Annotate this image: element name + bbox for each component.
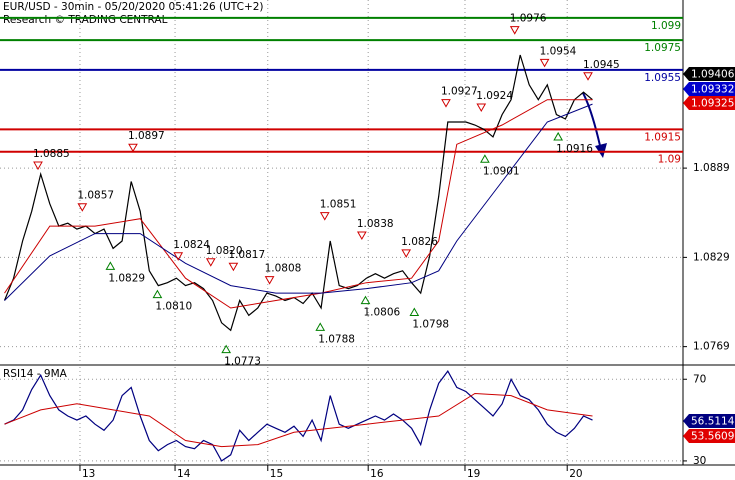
high-marker <box>128 143 138 153</box>
level-label: 1.0975 <box>644 42 681 54</box>
series-line <box>3 54 593 332</box>
last-value-box <box>683 96 735 110</box>
level-label: 1.09 <box>658 154 681 166</box>
y-tick-label: 1.0769 <box>693 341 730 353</box>
marker-label: 1.0806 <box>363 307 400 319</box>
rsi-title: RSI14 - 9MA <box>3 368 68 380</box>
last-value-box <box>683 414 735 428</box>
x-tick-label: 15 <box>270 468 283 480</box>
low-marker <box>221 344 232 354</box>
y-tick-label: 1.0829 <box>693 251 730 263</box>
last-value-label: 1.09325 <box>691 98 734 110</box>
marker-label: 1.0857 <box>77 190 114 202</box>
high-marker <box>173 252 184 261</box>
low-marker <box>105 261 116 270</box>
high-marker <box>509 26 520 35</box>
marker-label: 1.0810 <box>155 301 192 313</box>
high-marker <box>356 231 367 240</box>
high-marker <box>476 103 487 113</box>
last-value-box <box>683 67 735 81</box>
high-marker <box>401 249 412 258</box>
marker-label: 1.0838 <box>357 218 394 230</box>
y-tick-label: 70 <box>693 373 706 385</box>
marker-label: 1.0824 <box>173 239 210 251</box>
high-marker <box>228 262 239 272</box>
low-marker <box>360 295 371 305</box>
level-label: 1.0955 <box>644 72 681 84</box>
high-marker <box>583 72 593 81</box>
high-marker <box>319 212 330 221</box>
level-label: 1.099 <box>651 20 681 32</box>
marker-label: 1.0927 <box>441 86 478 98</box>
marker-label: 1.0829 <box>108 272 145 284</box>
series-line <box>4 392 593 448</box>
marker-label: 1.0924 <box>476 90 513 102</box>
last-value-label: 1.09406 <box>691 69 735 81</box>
marker-label: 1.0820 <box>206 245 243 257</box>
marker-label: 1.0901 <box>483 165 520 177</box>
last-value-label: 56.5114 <box>691 416 735 428</box>
marker-label: 1.0916 <box>556 143 593 155</box>
marker-label: 1.0817 <box>228 249 265 261</box>
level-label: 1.0915 <box>644 131 681 143</box>
x-tick-label: 16 <box>370 468 384 480</box>
x-tick-label: 19 <box>467 468 480 480</box>
high-marker <box>441 99 451 108</box>
high-marker <box>33 161 43 171</box>
last-value-label: 53.5609 <box>691 431 734 443</box>
marker-label: 1.0851 <box>320 199 357 211</box>
marker-label: 1.0773 <box>224 356 261 368</box>
marker-label: 1.0798 <box>412 318 449 330</box>
marker-label: 1.0954 <box>540 45 577 57</box>
chart-title: EUR/USD - 30min - 05/20/2020 05:41:26 (U… <box>3 1 264 13</box>
marker-label: 1.0976 <box>510 13 547 25</box>
marker-label: 1.0788 <box>318 333 355 345</box>
low-marker <box>152 289 163 299</box>
marker-label: 1.0826 <box>401 236 438 248</box>
y-tick-label: 30 <box>693 455 706 467</box>
x-tick-label: 13 <box>82 468 95 480</box>
marker-label: 1.0885 <box>33 148 70 160</box>
last-value-label: 1.09332 <box>691 84 734 96</box>
forecast-arrow <box>582 92 602 151</box>
last-value-box <box>683 82 735 96</box>
marker-label: 1.0897 <box>128 130 165 142</box>
forecast-arrow-head <box>595 143 607 158</box>
low-marker <box>315 322 326 331</box>
high-marker <box>539 58 550 68</box>
low-marker <box>553 131 564 141</box>
marker-label: 1.0945 <box>583 59 620 71</box>
marker-label: 1.0808 <box>265 263 302 275</box>
chart-subtitle: Research © TRADING CENTRAL <box>3 14 168 26</box>
series-line <box>4 103 593 301</box>
x-tick-label: 20 <box>569 468 582 480</box>
high-marker <box>205 258 216 267</box>
x-tick-label: 14 <box>177 468 191 480</box>
high-marker <box>77 203 88 212</box>
y-tick-label: 1.0889 <box>693 162 730 174</box>
low-marker <box>480 154 490 163</box>
last-value-box <box>683 429 735 443</box>
low-marker <box>409 307 420 316</box>
high-marker <box>264 276 275 285</box>
